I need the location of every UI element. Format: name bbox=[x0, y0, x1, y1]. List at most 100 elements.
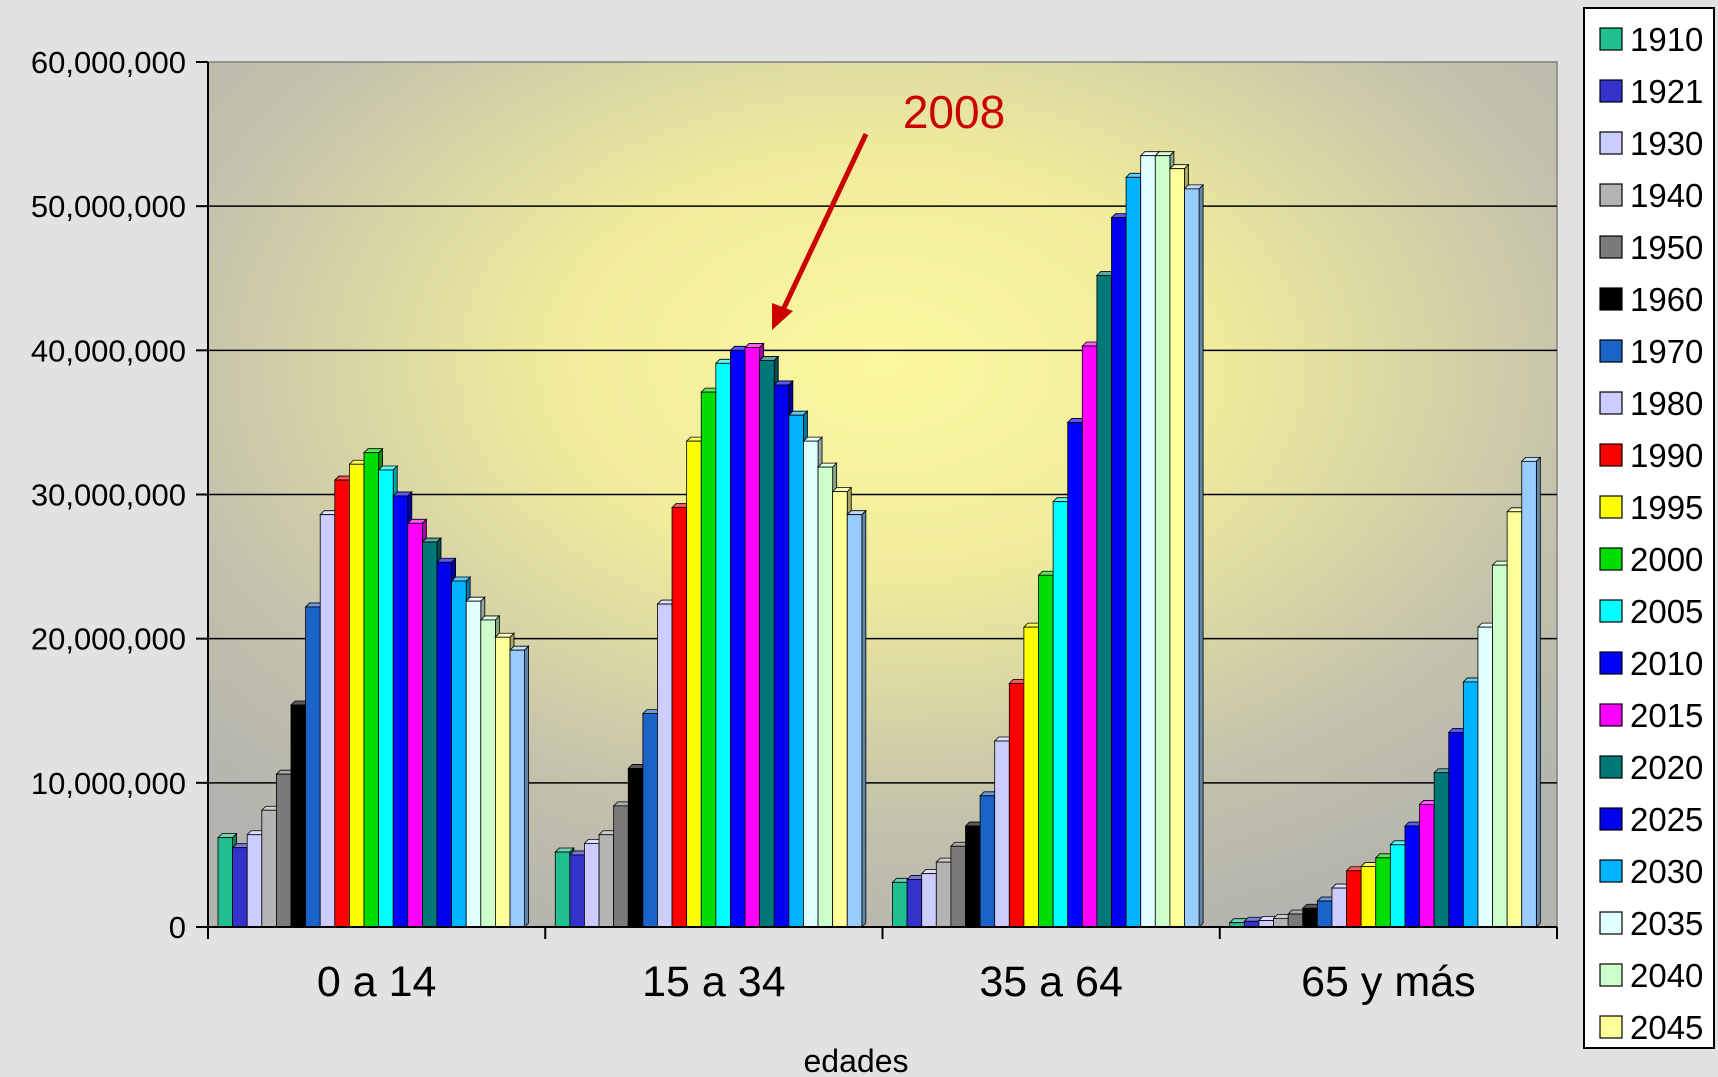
bar-front bbox=[494, 636, 511, 928]
y-tick-label: 30,000,000 bbox=[31, 478, 186, 513]
bar bbox=[846, 509, 867, 928]
legend-swatch bbox=[1599, 235, 1623, 259]
bar-front bbox=[392, 495, 409, 928]
bar-front bbox=[788, 414, 804, 928]
annotation: 2008 bbox=[772, 86, 1005, 330]
y-tick-label: 50,000,000 bbox=[31, 189, 186, 224]
bar-front bbox=[363, 452, 380, 928]
bar-front bbox=[1008, 682, 1025, 928]
y-tick-label: 20,000,000 bbox=[31, 622, 186, 657]
bar bbox=[1520, 456, 1542, 928]
bar-front bbox=[817, 466, 834, 928]
bar-front bbox=[744, 347, 761, 928]
legend-label: 1930 bbox=[1630, 125, 1703, 162]
bar-front bbox=[217, 837, 234, 928]
bar-front bbox=[1346, 870, 1362, 928]
legend-item: 2020 bbox=[1599, 749, 1703, 786]
bar-front bbox=[584, 842, 600, 928]
bar-front bbox=[1184, 188, 1200, 928]
bar-front bbox=[1375, 857, 1391, 928]
legend: 1910 1921 1930 1940 1950 1960 1970 1980 1990 1995… bbox=[1583, 7, 1715, 1049]
x-category-label: 0 a 14 bbox=[317, 958, 437, 1006]
bar-front bbox=[773, 384, 790, 928]
annotation-label: 2008 bbox=[903, 86, 1005, 138]
y-tick-label: 10,000,000 bbox=[31, 766, 186, 801]
x-axis-title: edades bbox=[804, 1043, 909, 1077]
legend-swatch bbox=[1599, 27, 1623, 51]
bar-front bbox=[1506, 511, 1523, 928]
legend-item: 2005 bbox=[1599, 593, 1703, 630]
bar-front bbox=[1038, 574, 1054, 928]
legend-item: 2045 bbox=[1599, 1009, 1703, 1046]
legend-label: 1940 bbox=[1630, 177, 1703, 214]
x-category-label: 15 a 34 bbox=[642, 958, 785, 1006]
bar-front bbox=[715, 362, 731, 928]
bar-front bbox=[1302, 907, 1318, 928]
bar-front bbox=[1023, 626, 1039, 928]
legend-swatch bbox=[1599, 807, 1623, 831]
legend-swatch bbox=[1599, 443, 1623, 467]
bar bbox=[1183, 183, 1205, 928]
bar-front bbox=[965, 825, 981, 928]
legend-item: 1930 bbox=[1599, 125, 1703, 162]
legend-label: 2020 bbox=[1630, 749, 1703, 786]
bar-front bbox=[613, 805, 629, 928]
legend-label: 1995 bbox=[1630, 489, 1703, 526]
x-category-label: 65 y más bbox=[1301, 958, 1475, 1006]
legend-label: 2000 bbox=[1630, 541, 1703, 578]
legend-swatch bbox=[1599, 131, 1623, 155]
legend-swatch bbox=[1599, 183, 1623, 207]
legend-item: 1921 bbox=[1599, 73, 1703, 110]
bar-front bbox=[846, 514, 863, 928]
legend-item: 2000 bbox=[1599, 541, 1703, 578]
bar-front bbox=[1331, 887, 1347, 928]
bar-front bbox=[436, 561, 453, 928]
legend-swatch bbox=[1599, 599, 1623, 623]
legend-swatch bbox=[1599, 495, 1623, 519]
legend-item: 1980 bbox=[1599, 385, 1703, 422]
bar-front bbox=[950, 845, 966, 928]
bar-front bbox=[554, 851, 571, 928]
legend-label: 2045 bbox=[1630, 1009, 1703, 1046]
bar-front bbox=[319, 514, 336, 928]
bar-front bbox=[642, 713, 658, 928]
legend-item: 2015 bbox=[1599, 697, 1703, 734]
bar-front bbox=[1096, 274, 1112, 928]
legend-label: 1990 bbox=[1630, 437, 1703, 474]
legend-item: 1990 bbox=[1599, 437, 1703, 474]
annotation-arrow-head bbox=[772, 303, 793, 330]
legend-item: 2040 bbox=[1599, 957, 1703, 994]
y-tick-label: 0 bbox=[169, 910, 186, 945]
bar-front bbox=[451, 580, 467, 928]
bar-front bbox=[1052, 501, 1069, 928]
bar-front bbox=[509, 649, 526, 928]
bar-front bbox=[1419, 804, 1435, 928]
bar-front bbox=[657, 603, 673, 928]
bar-front bbox=[1360, 866, 1377, 928]
bar-front bbox=[246, 834, 263, 928]
bar-front bbox=[569, 854, 585, 928]
legend-swatch bbox=[1599, 911, 1623, 935]
bar-front bbox=[1067, 422, 1083, 928]
legend-swatch bbox=[1599, 1015, 1623, 1039]
bar-front bbox=[803, 440, 819, 928]
bar-front bbox=[1111, 217, 1127, 928]
bar-front bbox=[598, 834, 615, 928]
bar-side bbox=[1535, 456, 1541, 928]
bar-front bbox=[1404, 825, 1420, 928]
legend-label: 1970 bbox=[1630, 333, 1703, 370]
legend-swatch bbox=[1599, 859, 1623, 883]
bar-side bbox=[1198, 183, 1204, 928]
bar-front bbox=[1140, 155, 1156, 928]
bar-front bbox=[979, 795, 996, 928]
bar-front bbox=[759, 360, 775, 928]
legend-item: 2030 bbox=[1599, 853, 1703, 890]
legend-swatch bbox=[1599, 79, 1623, 103]
bar-front bbox=[730, 349, 746, 928]
bar-front bbox=[1521, 460, 1537, 928]
legend-swatch bbox=[1599, 755, 1623, 779]
bar-front bbox=[832, 491, 848, 928]
bar-front bbox=[290, 704, 307, 928]
